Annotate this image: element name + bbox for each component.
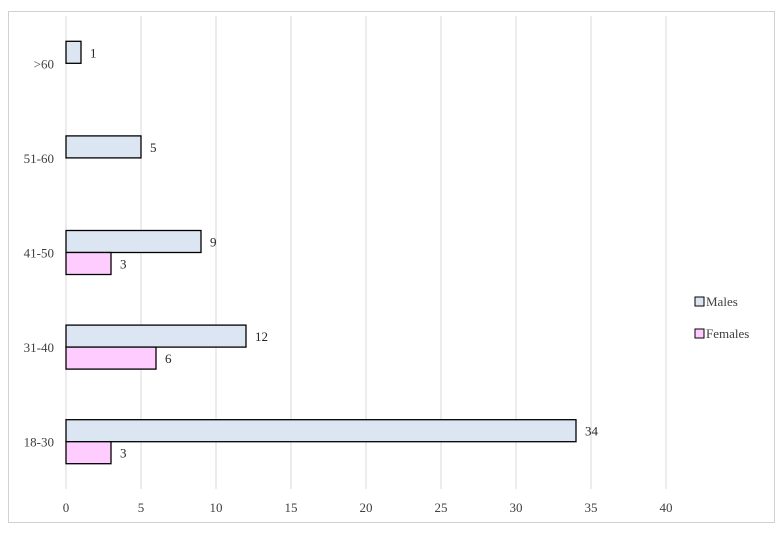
x-tick-label-4: 20	[360, 500, 373, 515]
x-tick-label-1: 5	[138, 500, 145, 515]
bar-females-2	[65, 251, 112, 276]
data-label-males-0: 34	[585, 424, 599, 439]
category-label-2: 41-50	[24, 246, 54, 261]
data-label-males-3: 5	[150, 140, 157, 155]
bar-males-4	[65, 40, 82, 64]
bar-females-1	[65, 346, 157, 370]
x-tick-label-0: 0	[63, 500, 70, 515]
legend-label-males: Males	[706, 294, 738, 309]
category-label-4: >60	[34, 56, 54, 71]
bar-males-1	[65, 324, 247, 348]
category-label-3: 51-60	[24, 151, 54, 166]
x-tick-label-8: 40	[660, 500, 673, 515]
bar-males-2	[65, 229, 202, 254]
legend-swatch-males	[694, 296, 705, 307]
x-tick-label-3: 15	[285, 500, 298, 515]
x-tick-label-6: 30	[510, 500, 523, 515]
data-label-females-0: 3	[120, 446, 127, 461]
bar-males-3	[65, 135, 142, 159]
legend-label-females: Females	[706, 326, 749, 341]
data-label-females-2: 3	[120, 257, 127, 272]
legend-swatch-females	[694, 328, 705, 339]
x-tick-label-5: 25	[435, 500, 448, 515]
category-label-1: 31-40	[24, 340, 54, 355]
data-label-males-1: 12	[255, 329, 268, 344]
category-label-0: 18-30	[24, 435, 54, 450]
x-tick-label-7: 35	[585, 500, 598, 515]
data-label-females-1: 6	[165, 351, 172, 366]
bar-females-0	[65, 441, 112, 465]
data-label-males-4: 1	[90, 45, 97, 60]
data-label-males-2: 9	[210, 235, 217, 250]
x-tick-label-2: 10	[210, 500, 223, 515]
bar-males-0	[65, 419, 577, 443]
